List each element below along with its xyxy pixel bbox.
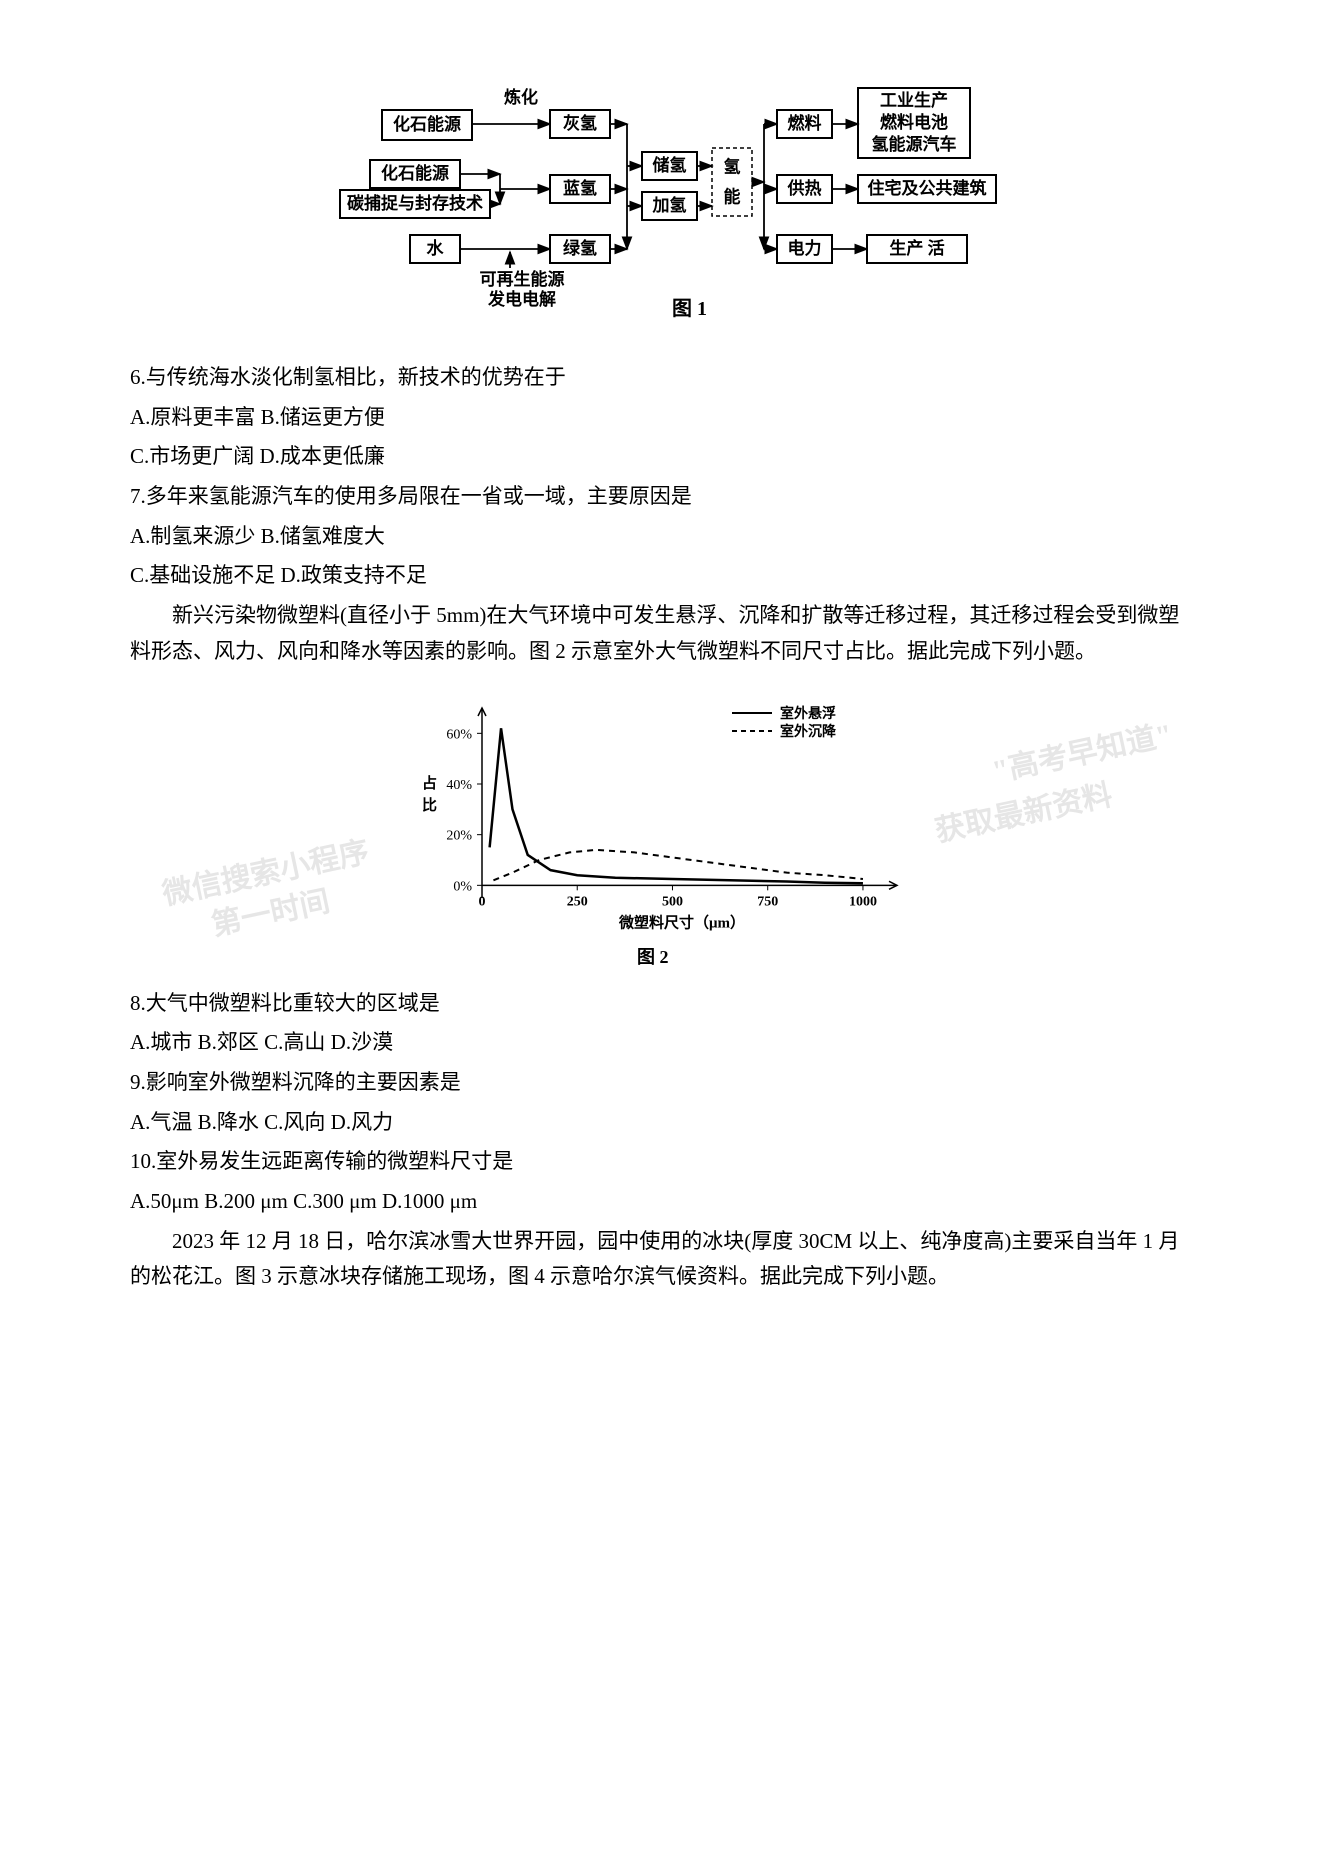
svg-text:500: 500 — [661, 894, 682, 909]
q6-options-cd: C.市场更广阔 D.成本更低廉 — [130, 439, 1193, 475]
watermark-2: 获取最新资料 — [930, 769, 1115, 849]
svg-text:1000: 1000 — [848, 894, 876, 909]
q7-options-ab: A.制氢来源少 B.储氢难度大 — [130, 519, 1193, 555]
svg-text:占: 占 — [422, 774, 437, 792]
svg-text:化石能源: 化石能源 — [381, 163, 449, 183]
svg-text:供热: 供热 — [786, 178, 821, 198]
svg-text:40%: 40% — [446, 778, 472, 793]
svg-text:比: 比 — [422, 796, 437, 814]
svg-text:60%: 60% — [446, 727, 472, 742]
svg-text:储氢: 储氢 — [652, 155, 686, 175]
q7-stem: 7.多年来氢能源汽车的使用多局限在一省或一域，主要原因是 — [130, 479, 1193, 515]
q9-stem: 9.影响室外微塑料沉降的主要因素是 — [130, 1065, 1193, 1101]
svg-text:住宅及公共建筑: 住宅及公共建筑 — [867, 178, 986, 198]
passage-3: 2023 年 12 月 18 日，哈尔滨冰雪大世界开园，园中使用的冰块(厚度 3… — [130, 1224, 1193, 1295]
figure-2-container: "高考早知道" 获取最新资料 微信搜索小程序 第一时间 0%20%40%60%0… — [130, 688, 1193, 968]
figure-2-caption: 图 2 — [637, 947, 669, 967]
svg-text:炼化: 炼化 — [504, 87, 538, 107]
svg-text:发电电解: 发电电解 — [487, 289, 556, 309]
figure-1-flowchart: 化石能源化石能源碳捕捉与封存技术水炼化灰氢蓝氢绿氢储氢加氢氢能燃料供热电力工业生… — [322, 80, 1002, 340]
svg-text:电力: 电力 — [787, 238, 821, 258]
q7-options-cd: C.基础设施不足 D.政策支持不足 — [130, 558, 1193, 594]
passage-2: 新兴污染物微塑料(直径小于 5mm)在大气环境中可发生悬浮、沉降和扩散等迁移过程… — [130, 598, 1193, 669]
q10-stem: 10.室外易发生远距离传输的微塑料尺寸是 — [130, 1144, 1193, 1180]
q6-stem: 6.与传统海水淡化制氢相比，新技术的优势在于 — [130, 360, 1193, 396]
svg-text:工业生产: 工业生产 — [880, 90, 948, 110]
svg-text:水: 水 — [426, 238, 444, 258]
figure-1-caption: 图 1 — [672, 297, 707, 320]
svg-text:0: 0 — [478, 894, 485, 909]
q10-options: A.50μm B.200 μm C.300 μm D.1000 μm — [130, 1184, 1193, 1220]
svg-text:室外沉降: 室外沉降 — [780, 723, 837, 740]
watermark-4: 第一时间 — [207, 876, 334, 944]
svg-text:750: 750 — [757, 894, 778, 909]
q8-options: A.城市 B.郊区 C.高山 D.沙漠 — [130, 1025, 1193, 1061]
q8-stem: 8.大气中微塑料比重较大的区域是 — [130, 986, 1193, 1022]
svg-text:氢: 氢 — [723, 157, 740, 177]
svg-text:能: 能 — [723, 187, 740, 207]
svg-text:灰氢: 灰氢 — [563, 113, 597, 133]
svg-text:室外悬浮: 室外悬浮 — [780, 705, 836, 722]
q9-options: A.气温 B.降水 C.风向 D.风力 — [130, 1105, 1193, 1141]
svg-text:微塑料尺寸（μm）: 微塑料尺寸（μm） — [618, 913, 745, 931]
svg-text:碳捕捉与封存技术: 碳捕捉与封存技术 — [347, 193, 483, 213]
svg-text:蓝氢: 蓝氢 — [563, 178, 597, 198]
svg-text:加氢: 加氢 — [651, 195, 686, 215]
watermark-1: "高考早知道" — [987, 709, 1175, 790]
svg-text:化石能源: 化石能源 — [393, 114, 461, 134]
svg-text:燃料电池: 燃料电池 — [880, 112, 948, 132]
figure-2-chart: 0% 20% 40% 60% 0 250 500 750 1000 微塑料尺寸（μm） 占比 室外悬… — [392, 688, 932, 968]
svg-text:氢能源汽车: 氢能源汽车 — [871, 134, 956, 154]
svg-text:0%: 0% — [453, 879, 472, 894]
svg-text:生产 活: 生产 活 — [889, 238, 944, 258]
figure-1-container: 化石能源化石能源碳捕捉与封存技术水炼化灰氢蓝氢绿氢储氢加氢氢能燃料供热电力工业生… — [130, 80, 1193, 340]
svg-text:250: 250 — [566, 894, 587, 909]
svg-text:可再生能源: 可再生能源 — [479, 269, 564, 289]
svg-text:燃料: 燃料 — [787, 113, 821, 133]
svg-text:20%: 20% — [446, 828, 472, 843]
watermark-3: 微信搜索小程序 — [158, 826, 373, 913]
svg-text:绿氢: 绿氢 — [563, 238, 597, 258]
q6-options-ab: A.原料更丰富 B.储运更方便 — [130, 400, 1193, 436]
